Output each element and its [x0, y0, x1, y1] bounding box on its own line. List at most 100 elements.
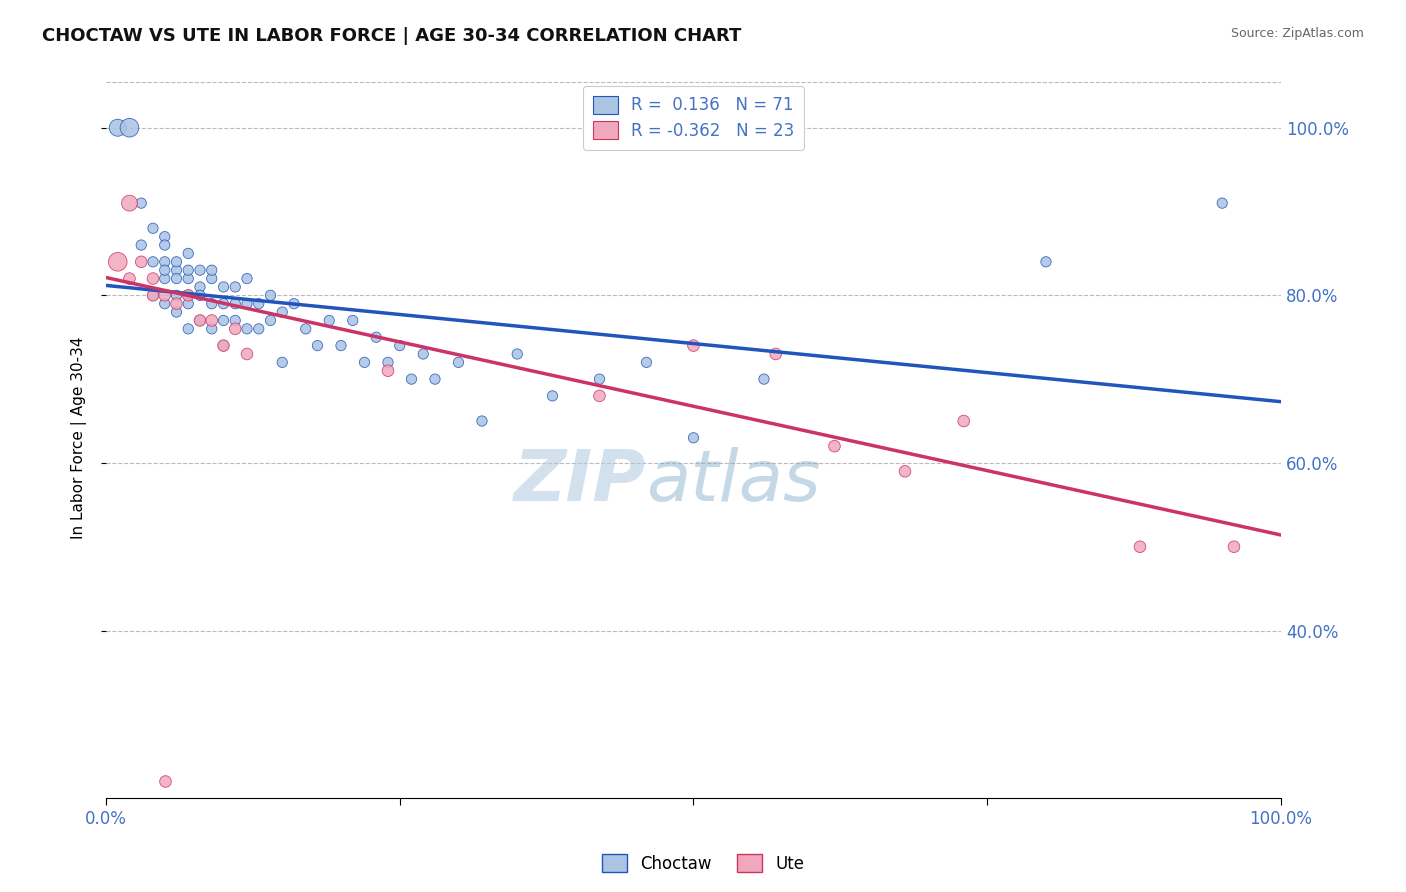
- Point: [153, 229, 176, 244]
- Point: [188, 313, 211, 327]
- Point: [824, 439, 846, 453]
- Point: [166, 271, 188, 285]
- Point: [294, 322, 316, 336]
- Point: [259, 313, 281, 327]
- Point: [153, 263, 176, 277]
- Point: [188, 288, 211, 302]
- Point: [188, 280, 211, 294]
- Point: [129, 196, 152, 211]
- Point: [201, 313, 224, 327]
- Point: [330, 338, 353, 352]
- Point: [129, 238, 152, 252]
- Point: [259, 288, 281, 302]
- Point: [188, 313, 211, 327]
- Point: [201, 271, 224, 285]
- Point: [212, 338, 235, 352]
- Point: [224, 296, 246, 310]
- Point: [588, 389, 610, 403]
- Point: [212, 338, 235, 352]
- Point: [247, 296, 270, 310]
- Point: [177, 246, 200, 260]
- Point: [1129, 540, 1152, 554]
- Point: [177, 263, 200, 277]
- Point: [107, 120, 129, 135]
- Point: [142, 288, 165, 302]
- Point: [894, 464, 917, 478]
- Point: [1223, 540, 1246, 554]
- Point: [153, 238, 176, 252]
- Point: [177, 288, 200, 302]
- Point: [166, 263, 188, 277]
- Point: [318, 313, 340, 327]
- Point: [201, 296, 224, 310]
- Point: [952, 414, 974, 428]
- Point: [765, 347, 787, 361]
- Text: CHOCTAW VS UTE IN LABOR FORCE | AGE 30-34 CORRELATION CHART: CHOCTAW VS UTE IN LABOR FORCE | AGE 30-3…: [42, 27, 741, 45]
- Point: [153, 296, 176, 310]
- Point: [271, 305, 294, 319]
- Point: [366, 330, 388, 344]
- Point: [212, 280, 235, 294]
- Point: [682, 338, 704, 352]
- Point: [247, 322, 270, 336]
- Point: [153, 271, 176, 285]
- Point: [142, 288, 165, 302]
- Point: [166, 288, 188, 302]
- Point: [1035, 255, 1057, 269]
- Point: [142, 255, 165, 269]
- Point: [224, 313, 246, 327]
- Point: [236, 322, 259, 336]
- Point: [682, 431, 704, 445]
- Text: atlas: atlas: [647, 447, 821, 516]
- Point: [188, 263, 211, 277]
- Point: [541, 389, 564, 403]
- Point: [118, 271, 141, 285]
- Point: [166, 255, 188, 269]
- Point: [224, 280, 246, 294]
- Point: [129, 255, 152, 269]
- Point: [1211, 196, 1233, 211]
- Point: [588, 372, 610, 386]
- Point: [506, 347, 529, 361]
- Point: [153, 255, 176, 269]
- Point: [224, 322, 246, 336]
- Point: [153, 774, 176, 789]
- Point: [447, 355, 470, 369]
- Point: [353, 355, 375, 369]
- Point: [166, 305, 188, 319]
- Point: [236, 296, 259, 310]
- Point: [377, 364, 399, 378]
- Point: [307, 338, 329, 352]
- Text: ZIP: ZIP: [515, 447, 647, 516]
- Point: [201, 322, 224, 336]
- Legend: Choctaw, Ute: Choctaw, Ute: [595, 847, 811, 880]
- Point: [177, 288, 200, 302]
- Point: [636, 355, 658, 369]
- Legend: R =  0.136   N = 71, R = -0.362   N = 23: R = 0.136 N = 71, R = -0.362 N = 23: [582, 86, 804, 150]
- Point: [752, 372, 775, 386]
- Point: [118, 196, 141, 211]
- Point: [283, 296, 305, 310]
- Point: [153, 288, 176, 302]
- Point: [118, 120, 141, 135]
- Point: [471, 414, 494, 428]
- Point: [177, 296, 200, 310]
- Point: [236, 347, 259, 361]
- Point: [412, 347, 434, 361]
- Point: [236, 271, 259, 285]
- Point: [177, 271, 200, 285]
- Point: [142, 271, 165, 285]
- Point: [423, 372, 446, 386]
- Point: [107, 255, 129, 269]
- Point: [201, 263, 224, 277]
- Point: [212, 313, 235, 327]
- Point: [342, 313, 364, 327]
- Text: Source: ZipAtlas.com: Source: ZipAtlas.com: [1230, 27, 1364, 40]
- Point: [166, 296, 188, 310]
- Point: [388, 338, 411, 352]
- Y-axis label: In Labor Force | Age 30-34: In Labor Force | Age 30-34: [72, 336, 87, 539]
- Point: [401, 372, 423, 386]
- Point: [271, 355, 294, 369]
- Point: [212, 296, 235, 310]
- Point: [377, 355, 399, 369]
